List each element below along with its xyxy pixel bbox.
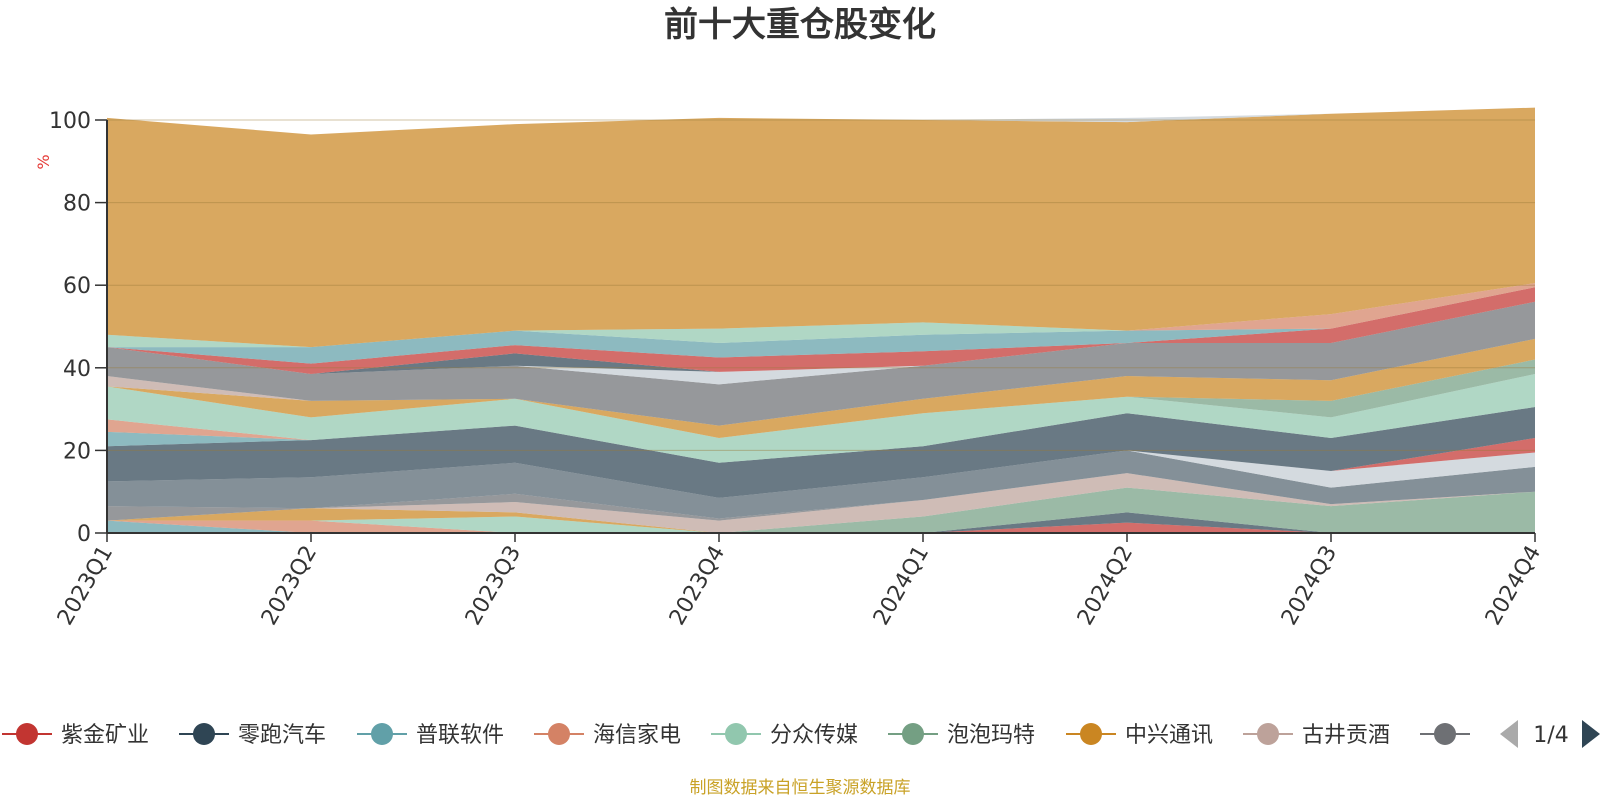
x-tick-label: 2024Q1: [869, 542, 934, 630]
legend-items: 紫金矿业 零跑汽车 普联软件 海信家电 分众传媒 泡泡玛特 中兴通讯 古井贡酒 礻: [2, 723, 1501, 748]
area-series-3: [107, 512, 1535, 533]
x-tick-label: 2023Q3: [461, 542, 526, 630]
area-series-27: [107, 107, 1535, 348]
grid-lines: [107, 119, 1535, 451]
legend-marker: [548, 723, 570, 745]
y-tick-label: 60: [63, 274, 91, 299]
y-tick-label: 0: [77, 522, 91, 547]
legend-marker: [371, 723, 393, 745]
legend-item[interactable]: 零跑汽车: [179, 723, 326, 748]
legend-label: 泡泡玛特: [947, 723, 1035, 748]
legend-marker: [1434, 723, 1456, 745]
legend-label: 普联软件: [416, 723, 504, 748]
area-series-8: [107, 473, 1535, 533]
legend-marker: [16, 723, 38, 745]
legend-item[interactable]: 礻: [1420, 723, 1501, 748]
area-series-25: [107, 287, 1535, 348]
legend-marker: [725, 723, 747, 745]
x-tick-label: 2023Q2: [257, 542, 322, 630]
legend-marker: [193, 723, 215, 745]
area-series-23: [107, 287, 1535, 374]
legend-label: 紫金矿业: [61, 723, 149, 748]
legend-marker: [1080, 723, 1102, 745]
area-series-18: [107, 338, 1535, 439]
y-unit-label: %: [34, 154, 53, 169]
legend-label: 分众传媒: [770, 723, 858, 748]
x-tick-label: 2024Q4: [1481, 542, 1546, 630]
x-tick-label: 2024Q3: [1277, 542, 1342, 630]
x-tick-label: 2023Q4: [665, 542, 730, 630]
legend-label: 礻: [1479, 723, 1501, 748]
legend-item[interactable]: 分众传媒: [711, 723, 858, 748]
legend-item[interactable]: 海信家电: [534, 723, 681, 748]
y-tick-label: 20: [63, 439, 91, 464]
area-series-6: [107, 487, 1535, 533]
legend-marker: [902, 723, 924, 745]
area-series-5: [107, 512, 1535, 533]
area-series-20: [107, 301, 1535, 426]
legend-label: 古井贡酒: [1302, 723, 1390, 748]
legend-label: 中兴通讯: [1125, 723, 1213, 748]
stacked-areas: [107, 107, 1535, 533]
legend-item[interactable]: 紫金矿业: [2, 723, 149, 748]
area-series-16: [107, 373, 1535, 463]
x-tick-label: 2023Q1: [53, 542, 118, 630]
y-tick-label: 100: [49, 109, 91, 134]
legend-page-indicator: 1/4: [1533, 723, 1568, 748]
legend-label: 零跑汽车: [238, 723, 326, 748]
legend-item[interactable]: 古井贡酒: [1243, 723, 1390, 748]
legend-item[interactable]: 泡泡玛特: [888, 723, 1035, 748]
legend-item[interactable]: 中兴通讯: [1066, 723, 1213, 748]
area-series-7: [107, 487, 1535, 533]
chart-title: 前十大重仓股变化: [664, 5, 936, 45]
area-series-13: [107, 407, 1535, 498]
area-series-10: [107, 450, 1535, 519]
y-tick-label: 40: [63, 357, 91, 382]
area-series-24: [107, 287, 1535, 364]
legend-label: 海信家电: [593, 723, 681, 748]
x-tick-label: 2024Q2: [1073, 542, 1138, 630]
legend-next-page-icon[interactable]: [1582, 720, 1600, 748]
area-series-1: [107, 522, 1535, 533]
y-tick-label: 80: [63, 192, 91, 217]
source-note: 制图数据来自恒生聚源数据库: [690, 778, 911, 798]
legend: 紫金矿业 零跑汽车 普联软件 海信家电 分众传媒 泡泡玛特 中兴通讯 古井贡酒 礻 1/4: [2, 720, 1600, 748]
legend-prev-page-icon[interactable]: [1500, 720, 1518, 748]
legend-item[interactable]: 普联软件: [357, 723, 504, 748]
legend-marker: [1257, 723, 1279, 745]
